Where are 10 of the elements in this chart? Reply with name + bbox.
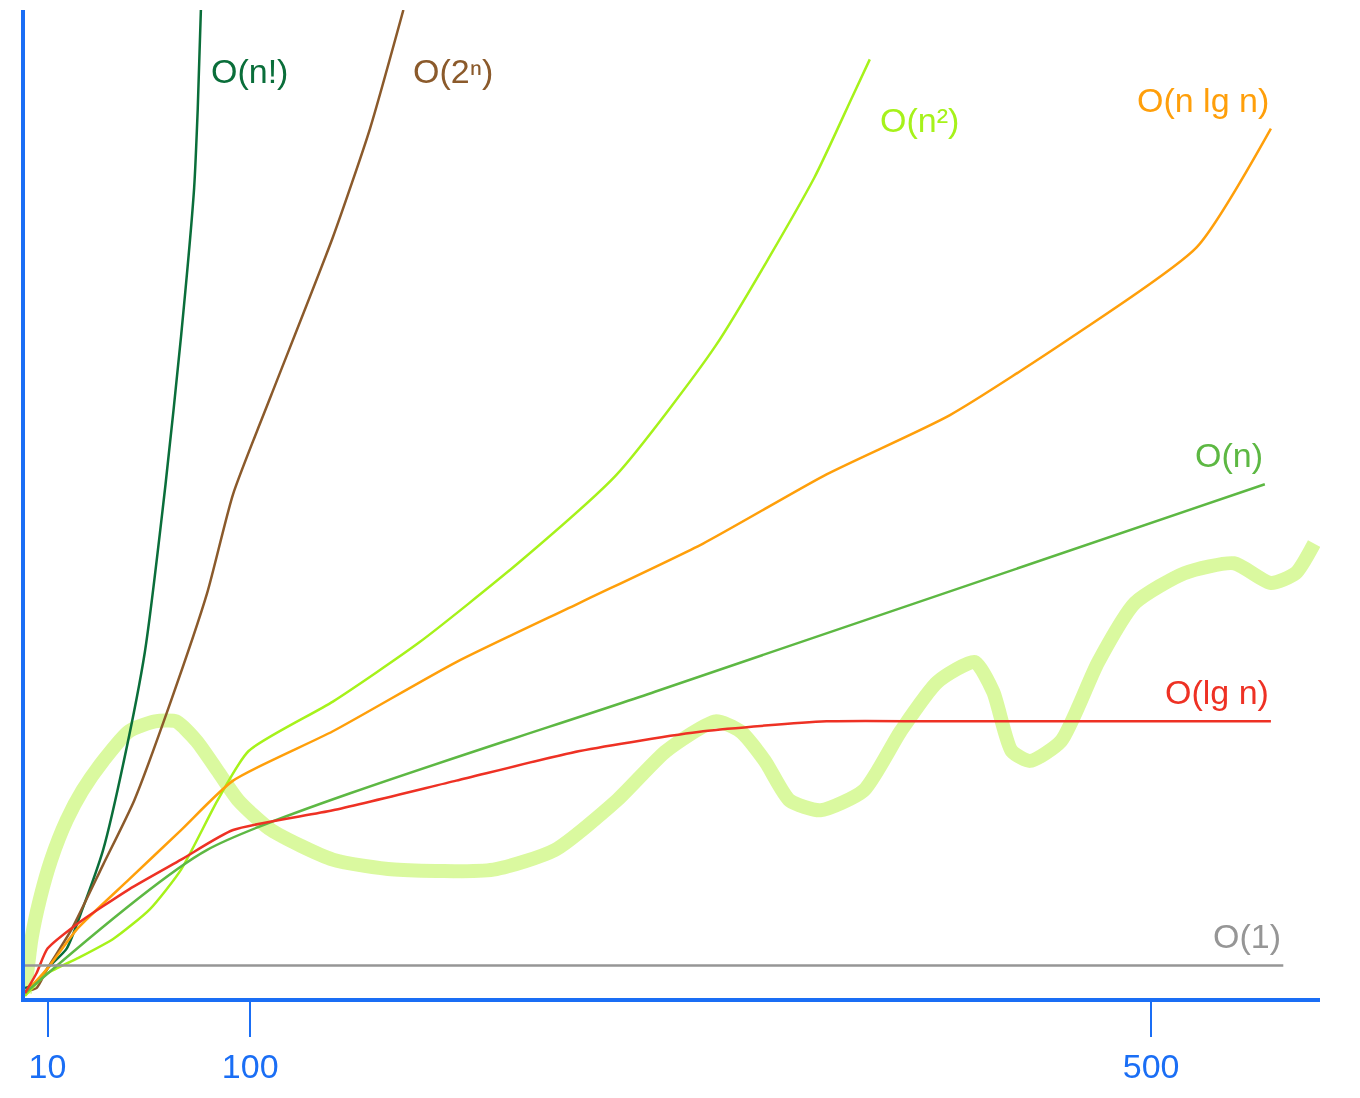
series-label: O(lg n) bbox=[1165, 673, 1269, 711]
x-tick-label: 500 bbox=[1122, 1046, 1180, 1085]
series-label: O(n²) bbox=[880, 101, 960, 139]
x-tick-label: 10 bbox=[28, 1046, 67, 1085]
series-label: O(1) bbox=[1213, 917, 1281, 955]
series-label: O(n lg n) bbox=[1137, 81, 1270, 119]
series-label: O(2ⁿ) bbox=[413, 52, 494, 90]
series-label: O(n!) bbox=[211, 52, 289, 90]
x-tick-label: 100 bbox=[221, 1046, 279, 1085]
series-label: O(n) bbox=[1195, 436, 1263, 474]
